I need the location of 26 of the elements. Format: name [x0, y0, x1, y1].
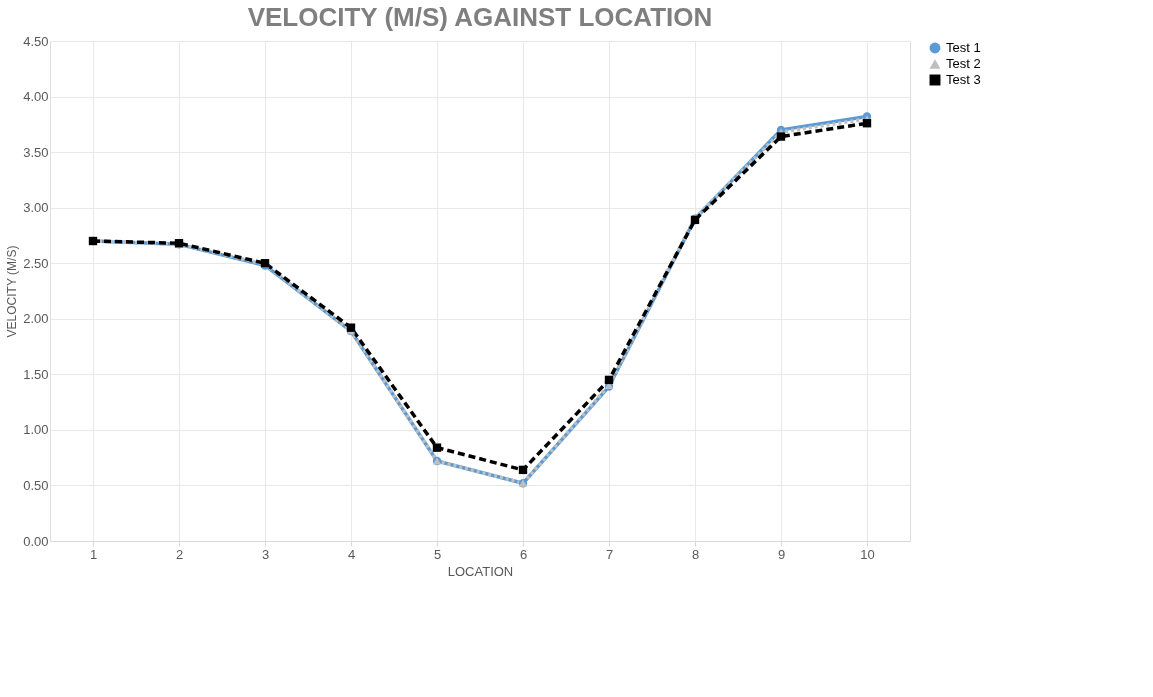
chart-title: VELOCITY (M/S) AGAINST LOCATION	[247, 2, 713, 32]
legend-label: Test 1	[946, 40, 981, 55]
x-tick-label: 2	[175, 546, 184, 562]
x-tick-label: 1	[89, 546, 98, 562]
legend-label: Test 3	[946, 72, 981, 87]
y-tick-label: 0.50	[23, 477, 49, 493]
y-tick-label: 4.00	[23, 89, 49, 105]
x-axis-title: LOCATION	[447, 563, 514, 579]
x-tick-label: 3	[261, 546, 270, 562]
y-tick-label: 2.50	[23, 255, 49, 271]
y-tick-label: 4.50	[23, 33, 49, 49]
y-tick-label: 1.50	[23, 366, 49, 382]
legend-label: Test 2	[946, 56, 981, 71]
y-axis-title: VELOCITY (M/S)	[5, 245, 20, 338]
x-tick-label: 10	[860, 546, 875, 562]
x-tick-label: 8	[691, 546, 700, 562]
y-tick-label: 3.50	[23, 144, 49, 160]
y-tick-label: 0.00	[23, 533, 49, 549]
y-tick-label: 1.00	[23, 422, 49, 438]
x-tick-label: 7	[605, 546, 614, 562]
y-tick-label: 2.00	[23, 311, 49, 327]
x-tick-label: 4	[347, 546, 356, 562]
x-tick-label: 5	[433, 546, 442, 562]
x-tick-label: 9	[777, 546, 786, 562]
y-tick-label: 3.00	[23, 200, 49, 216]
x-tick-label: 6	[519, 546, 528, 562]
